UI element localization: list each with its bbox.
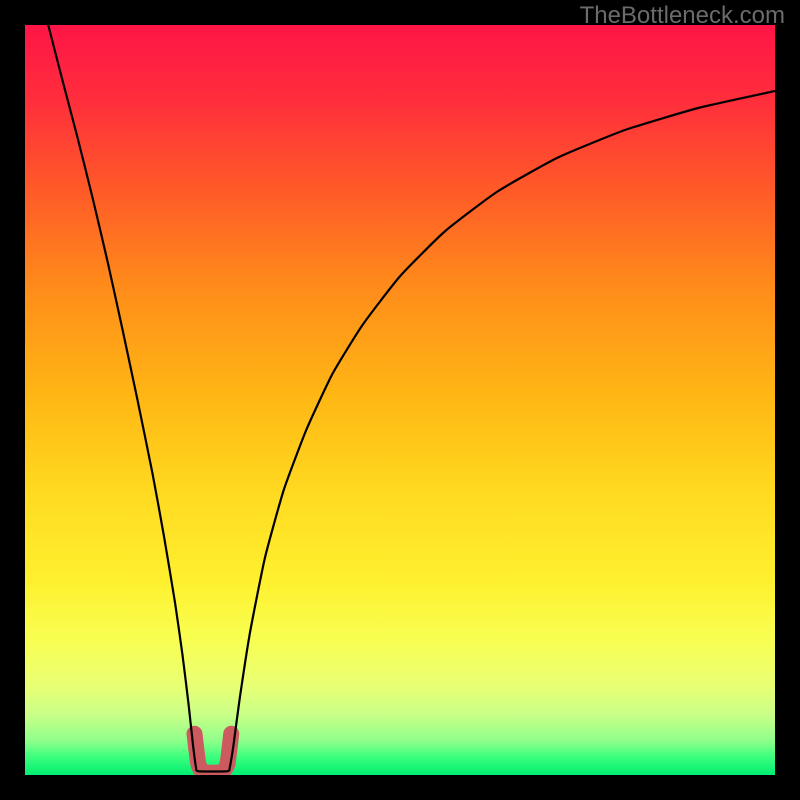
chart-plot-area xyxy=(25,25,775,775)
chart-dip-highlight xyxy=(195,734,232,773)
chart-frame-right xyxy=(775,0,800,800)
chart-frame-bottom xyxy=(0,775,800,800)
chart-frame-left xyxy=(0,0,25,800)
chart-curves-layer xyxy=(25,25,775,775)
watermark-text: TheBottleneck.com xyxy=(580,2,785,30)
chart-main-curve xyxy=(48,25,775,771)
chart-stage: TheBottleneck.com xyxy=(0,0,800,800)
